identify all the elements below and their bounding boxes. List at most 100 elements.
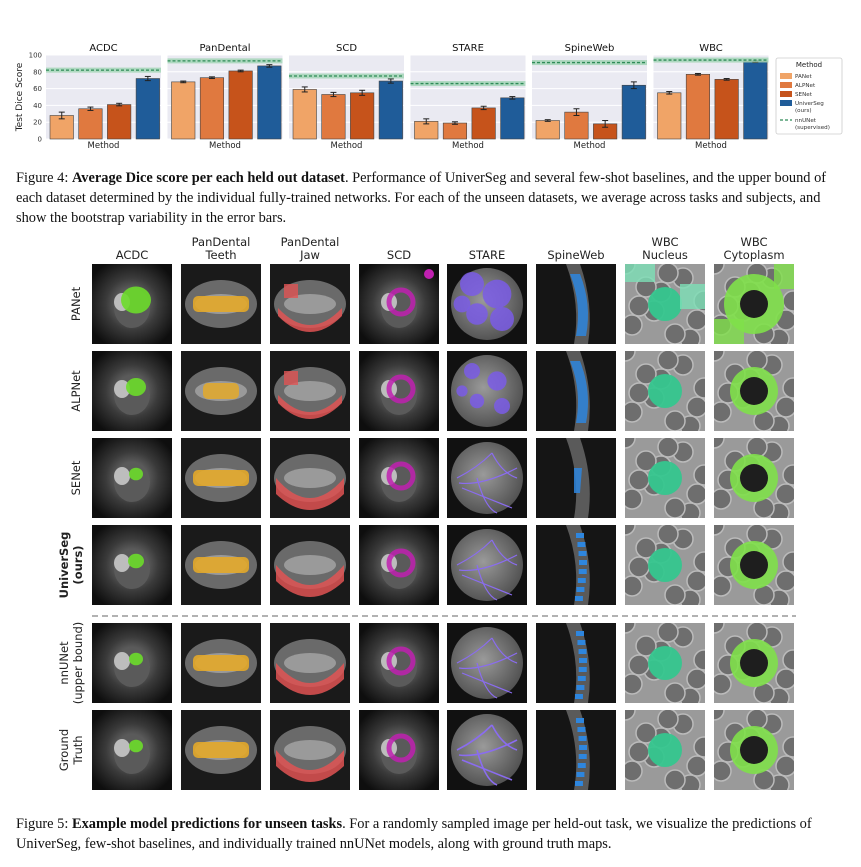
- cell-nnunet-5: [447, 623, 527, 703]
- segmentation-mask: [278, 395, 342, 419]
- column-header: SpineWeb: [547, 248, 604, 262]
- cell-universeg-5: [447, 525, 527, 605]
- cell-panet-2: [181, 264, 261, 344]
- bar-senet: [350, 92, 375, 140]
- bar-alpnet: [199, 77, 224, 140]
- chart-panel-pandental: PanDental Method: [167, 43, 283, 151]
- segmentation-mask: [464, 363, 480, 379]
- bar-panet: [535, 120, 560, 140]
- vertebra: [577, 578, 586, 583]
- column-header: PanDental: [192, 235, 251, 249]
- vertebra: [578, 649, 587, 654]
- segmentation-mask: [193, 557, 249, 573]
- chart-panel-wbc: WBC Method: [653, 43, 769, 151]
- segmentation-mask: [648, 287, 682, 321]
- y-tick-label: 100: [29, 52, 42, 60]
- vessel: [491, 452, 518, 479]
- segmentation-mask: [453, 295, 471, 313]
- legend-swatch: [780, 73, 792, 79]
- cell-alpnet-1: [92, 351, 172, 431]
- cell-alpnet-3: [270, 351, 350, 431]
- chart-legend: Method PANet ALPNet SENet UniverSeg(ours) nnU…: [775, 57, 843, 135]
- column-header: PanDental: [281, 235, 340, 249]
- segmentation-mask: [193, 742, 249, 758]
- y-axis-label: Test Dice Score: [15, 62, 25, 132]
- vertebra: [576, 631, 584, 636]
- vertebra: [576, 718, 584, 723]
- chart-panel-scd: SCD Method: [289, 43, 404, 151]
- segmentation-mask: [386, 461, 416, 491]
- vessel: [461, 672, 513, 694]
- cell-panet-4: [359, 264, 439, 344]
- segmentation-mask: [193, 655, 249, 671]
- cell-nnunet-6: [536, 623, 616, 703]
- x-axis-label: Method: [88, 141, 120, 151]
- bar-senet: [714, 79, 739, 140]
- segmentation-mask: [648, 461, 682, 495]
- segmentation-mask: [203, 383, 239, 399]
- bar-universeg: [257, 65, 282, 140]
- chart-panel-acdc: ACDC Method: [46, 43, 161, 151]
- figure-5-caption-title: Example model predictions for unseen tas…: [71, 816, 343, 832]
- cell-senet-7: [625, 438, 705, 518]
- vertebra: [576, 533, 584, 538]
- cell-panet-3: [270, 264, 350, 344]
- cell-groundtruth-7: [625, 710, 705, 790]
- row-label: (upper bound): [71, 622, 85, 705]
- cell-nnunet-4: [359, 623, 439, 703]
- vessel: [491, 724, 518, 751]
- legend-title: Method: [796, 61, 822, 69]
- cell-alpnet-6: [536, 351, 616, 431]
- cell-universeg-7: [625, 525, 705, 605]
- cell-groundtruth-6: [536, 710, 616, 790]
- cell-nnunet-7: [625, 623, 705, 703]
- segmentation-mask: [466, 303, 488, 325]
- x-axis-label: Method: [452, 141, 484, 151]
- segmentation-mask: [494, 398, 510, 414]
- bar-alpnet: [685, 74, 711, 140]
- figure-4-caption-title: Average Dice score per each held out dat…: [71, 170, 345, 186]
- legend-label: ALPNet: [795, 83, 816, 89]
- row-label: PANet: [69, 286, 83, 321]
- chart-panel-stare: STARE Method: [410, 43, 526, 151]
- vessel: [476, 564, 498, 601]
- cell-alpnet-5: [447, 351, 527, 431]
- cell-nnunet-3: [270, 623, 350, 703]
- vessel: [476, 749, 498, 786]
- vertebra: [577, 640, 586, 645]
- nucleus: [740, 290, 768, 318]
- segmentation-mask: [126, 378, 146, 396]
- cell-senet-5: [447, 438, 527, 518]
- cell-senet-3: [270, 438, 350, 518]
- segmentation-mask: [386, 287, 416, 317]
- cell-groundtruth-5: [447, 710, 527, 790]
- vessel: [458, 467, 518, 485]
- bar-universeg: [621, 84, 646, 140]
- segmentation-mask: [129, 467, 143, 481]
- cell-groundtruth-1: [92, 710, 172, 790]
- segmentation-mask: [129, 652, 143, 666]
- vessel: [458, 739, 518, 757]
- bar-alpnet: [564, 111, 589, 140]
- cell-alpnet-7: [625, 351, 705, 431]
- cell-panet-1: [92, 264, 172, 344]
- segmentation-mask: [193, 470, 249, 486]
- vertebra: [577, 763, 586, 768]
- segmentation-mask: [648, 548, 682, 582]
- segmentation-mask: [386, 733, 416, 763]
- vessel: [458, 554, 518, 572]
- segmentation-mask: [460, 272, 484, 296]
- vertebra: [578, 754, 587, 759]
- row-label: nnUNet: [57, 641, 71, 685]
- segmentation-mask: [482, 279, 512, 309]
- column-header: Cytoplasm: [723, 248, 784, 262]
- segmentation-mask: [648, 733, 682, 767]
- vessel: [456, 637, 493, 664]
- vessel: [461, 574, 513, 596]
- row-label: Truth: [71, 735, 85, 765]
- vertebra: [577, 727, 586, 732]
- bar-senet: [228, 70, 253, 140]
- segmentation-mask: [276, 565, 344, 597]
- cell-panet-7: [625, 264, 705, 344]
- segmentation-mask: [570, 274, 588, 336]
